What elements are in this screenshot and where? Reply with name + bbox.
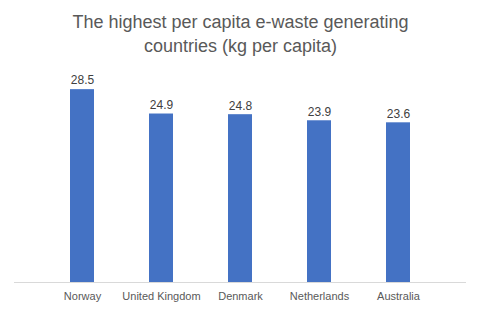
svg-text:24.8: 24.8 [229, 99, 253, 113]
svg-text:Norway: Norway [64, 290, 102, 302]
svg-text:23.6: 23.6 [387, 107, 411, 121]
svg-text:Denmark: Denmark [218, 290, 263, 302]
html-text:The highest per capita e-waste: The highest per capita e-waste generatin… [72, 12, 409, 56]
svg-text:Australia: Australia [377, 290, 421, 302]
svg-text:United Kingdom: United Kingdom [122, 290, 200, 302]
svg-text:24.9: 24.9 [150, 98, 174, 112]
svg-text:23.9: 23.9 [308, 105, 332, 119]
svg-text:28.5: 28.5 [71, 73, 95, 87]
svg-text:Netherlands: Netherlands [290, 290, 350, 302]
